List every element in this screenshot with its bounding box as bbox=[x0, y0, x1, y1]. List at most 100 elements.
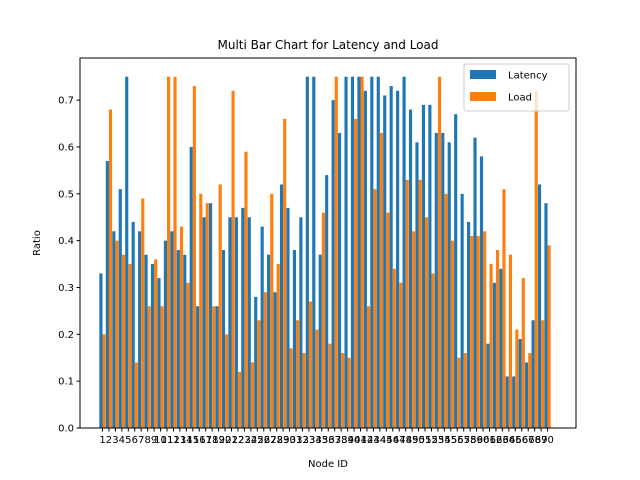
load-bar-node-33 bbox=[308, 301, 313, 428]
x-tick-label: 5 bbox=[125, 435, 131, 446]
latency-bar-node-4 bbox=[118, 189, 122, 428]
load-bar-node-40 bbox=[354, 118, 358, 428]
latency-bar-node-55 bbox=[447, 142, 451, 429]
x-tick-label: 25 bbox=[251, 435, 264, 446]
latency-bar-node-24 bbox=[247, 217, 251, 428]
x-axis-label: Node ID bbox=[308, 459, 348, 470]
load-bar-node-68 bbox=[534, 90, 538, 428]
load-bar-node-57 bbox=[463, 353, 467, 428]
x-tick-label: 38 bbox=[335, 435, 348, 446]
x-tick-label: 48 bbox=[399, 435, 412, 446]
latency-bar-node-18 bbox=[209, 203, 213, 428]
x-tick-label: 53 bbox=[432, 435, 445, 446]
load-bar-node-41 bbox=[360, 76, 364, 428]
chart-title: Multi Bar Chart for Latency and Load bbox=[217, 38, 438, 52]
load-bar-node-27 bbox=[270, 193, 274, 428]
y-tick-label: 0.7 bbox=[58, 96, 74, 107]
load-bar-node-53 bbox=[437, 76, 442, 428]
load-bar-node-49 bbox=[412, 231, 416, 428]
latency-bar-node-27 bbox=[267, 254, 271, 428]
latency-bar-node-41 bbox=[357, 76, 361, 428]
load-bar-node-18 bbox=[212, 306, 216, 428]
latency-bar-node-46 bbox=[389, 86, 393, 428]
y-tick-label: 0.5 bbox=[58, 189, 74, 200]
x-tick-label: 12 bbox=[167, 435, 180, 446]
latency-bar-node-2 bbox=[105, 161, 109, 429]
latency-bar-node-43 bbox=[370, 76, 374, 428]
x-tick-label: 23 bbox=[238, 435, 251, 446]
load-bar-node-62 bbox=[495, 250, 500, 428]
load-bar-node-38 bbox=[341, 353, 345, 428]
x-tick-label: 9 bbox=[151, 435, 157, 446]
load-bar-node-15 bbox=[192, 86, 196, 428]
load-bar-node-39 bbox=[347, 357, 351, 428]
load-bar-node-16 bbox=[199, 193, 203, 428]
y-tick-label: 0.6 bbox=[58, 142, 74, 153]
latency-bar-node-12 bbox=[170, 231, 174, 428]
x-tick-label: 8 bbox=[144, 435, 150, 446]
plot-frame bbox=[79, 57, 577, 429]
load-bar-node-32 bbox=[302, 353, 306, 428]
load-bar-node-20 bbox=[225, 334, 229, 428]
latency-bar-node-58 bbox=[467, 221, 471, 428]
latency-bar-node-15 bbox=[189, 146, 193, 429]
load-bar-node-61 bbox=[489, 264, 493, 428]
x-tick-label: 45 bbox=[380, 435, 393, 446]
latency-bar-node-23 bbox=[241, 207, 245, 428]
latency-bar-node-67 bbox=[525, 362, 529, 428]
y-axis: 0.0 0.1 0.2 0.3 0.4 0.5 0.6 0.7 bbox=[58, 96, 80, 435]
latency-bar-node-51 bbox=[421, 104, 425, 428]
load-bar-node-11 bbox=[167, 76, 171, 428]
load-bar-node-3 bbox=[115, 240, 119, 428]
x-tick-label: 33 bbox=[303, 435, 316, 446]
x-tick-label: 64 bbox=[502, 435, 515, 446]
load-bar-node-17 bbox=[205, 203, 209, 428]
latency-bar-node-39 bbox=[344, 76, 348, 428]
x-tick-label: 52 bbox=[425, 435, 438, 446]
latency-bar-node-54 bbox=[441, 132, 445, 428]
x-tick-label: 43 bbox=[367, 435, 380, 446]
latency-bar-node-56 bbox=[454, 114, 458, 428]
load-bar-node-50 bbox=[418, 179, 422, 428]
y-tick-label: 0.4 bbox=[58, 236, 74, 247]
latency-bar-node-33 bbox=[305, 76, 309, 428]
x-tick-label: 28 bbox=[270, 435, 283, 446]
x-tick-label: 10 bbox=[154, 435, 167, 446]
load-bar-node-9 bbox=[154, 259, 158, 428]
y-tick-label: 0.2 bbox=[58, 330, 74, 341]
load-bar-node-47 bbox=[399, 282, 403, 428]
legend-swatch-latency bbox=[470, 70, 496, 79]
x-tick-label: 14 bbox=[180, 435, 193, 446]
load-bar-node-2 bbox=[108, 109, 113, 429]
load-bar-node-5 bbox=[128, 264, 132, 428]
latency-bar-node-5 bbox=[125, 76, 129, 428]
load-bar-node-69 bbox=[541, 320, 545, 428]
load-bar-node-31 bbox=[296, 320, 300, 428]
legend-swatch-load bbox=[470, 92, 496, 101]
latency-bar-node-61 bbox=[486, 343, 490, 428]
x-tick-label: 34 bbox=[309, 435, 322, 446]
x-tick-label: 20 bbox=[219, 435, 232, 446]
load-bar-node-52 bbox=[431, 273, 435, 428]
x-tick-label: 18 bbox=[206, 435, 219, 446]
x-tick-label: 17 bbox=[199, 435, 212, 446]
x-tick-label: 62 bbox=[490, 435, 503, 446]
latency-bar-node-50 bbox=[415, 142, 419, 429]
load-bar-node-44 bbox=[379, 132, 383, 428]
load-bar-node-14 bbox=[186, 282, 190, 428]
latency-bar-node-30 bbox=[286, 207, 290, 428]
x-tick-label: 61 bbox=[483, 435, 496, 446]
x-tick-label: 50 bbox=[412, 435, 425, 446]
load-bar-node-24 bbox=[250, 362, 254, 428]
load-bar-node-60 bbox=[483, 231, 487, 428]
latency-bar-node-26 bbox=[260, 226, 264, 428]
x-tick-label: 58 bbox=[464, 435, 477, 446]
load-bar-node-30 bbox=[289, 348, 293, 428]
latency-bar-node-3 bbox=[112, 231, 116, 428]
x-tick-label: 22 bbox=[232, 435, 245, 446]
latency-bar-node-47 bbox=[396, 90, 400, 428]
x-tick-label: 65 bbox=[509, 435, 522, 446]
x-tick-label: 44 bbox=[373, 435, 386, 446]
latency-bar-node-34 bbox=[312, 76, 316, 428]
latency-bar-node-36 bbox=[325, 175, 329, 428]
